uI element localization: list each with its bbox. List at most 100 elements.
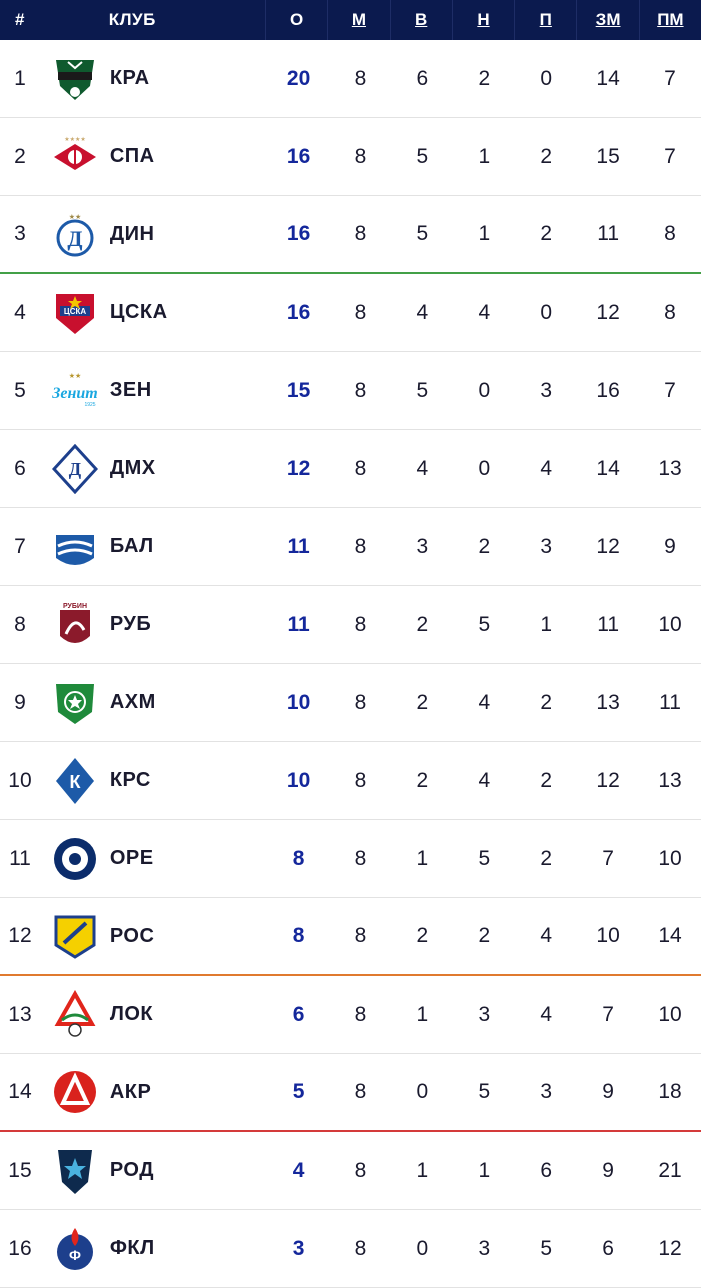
cell-position: 9 <box>14 690 26 714</box>
cell-club[interactable]: РОД <box>109 1159 154 1181</box>
cell-club[interactable]: ОРЕ <box>109 847 154 869</box>
cell-goals-for: 11 <box>597 612 620 636</box>
baltika-logo <box>40 522 110 572</box>
table-row[interactable]: 16 Ф ФКЛ 3 8 0 3 5 6 12 <box>0 1210 701 1288</box>
rubin-logo: РУБИН <box>40 600 110 650</box>
dynamo-logo: Д ★★ <box>40 209 110 259</box>
table-row[interactable]: 4 ЦСКА ЦСКА 16 8 4 4 0 12 8 <box>0 274 701 352</box>
table-row[interactable]: 12 РОС 8 8 2 2 4 10 14 <box>0 898 701 976</box>
cell-club[interactable]: ЦСКА <box>109 301 168 323</box>
cell-points: 6 <box>292 1002 305 1026</box>
table-row[interactable]: 15 РОД 4 8 1 1 6 9 21 <box>0 1132 701 1210</box>
cell-played: 8 <box>354 1002 367 1026</box>
orenburg-logo <box>40 834 110 884</box>
cell-points: 10 <box>286 768 311 792</box>
cell-won: 4 <box>416 456 429 480</box>
cell-drawn: 2 <box>478 924 491 947</box>
cell-goals-against: 10 <box>658 1002 682 1026</box>
cell-goals-against: 18 <box>658 1080 682 1103</box>
spartak-logo: ★★★★ <box>40 132 110 182</box>
cell-won: 1 <box>416 846 429 870</box>
cell-goals-against: 8 <box>664 300 676 324</box>
table-row[interactable]: 11 ОРЕ 8 8 1 5 2 7 10 <box>0 820 701 898</box>
cell-played: 8 <box>354 612 367 636</box>
cell-goals-against: 7 <box>664 66 676 90</box>
cell-club[interactable]: РУБ <box>109 613 152 635</box>
cell-played: 8 <box>354 768 367 792</box>
table-row[interactable]: 2 ★★★★ СПА 16 8 5 1 2 15 7 <box>0 118 701 196</box>
cell-goals-against: 10 <box>658 846 682 870</box>
cell-played: 8 <box>354 300 367 324</box>
table-row[interactable]: 7 БАЛ 11 8 3 2 3 12 9 <box>0 508 701 586</box>
akhmat-logo <box>40 678 110 728</box>
table-row[interactable]: 3 Д ★★ ДИН 16 8 5 1 2 11 8 <box>0 196 701 274</box>
cell-club[interactable]: АКР <box>109 1080 152 1103</box>
cell-club[interactable]: БАЛ <box>109 535 154 557</box>
cell-lost: 1 <box>540 612 553 636</box>
cell-played: 8 <box>354 690 367 714</box>
cell-points: 16 <box>286 222 311 245</box>
header-goals-for[interactable]: ЗМ <box>576 0 638 40</box>
cell-club[interactable]: СПА <box>109 145 155 167</box>
header-drawn[interactable]: Н <box>451 0 514 40</box>
header-goals-against[interactable]: ПМ <box>638 0 701 40</box>
cell-drawn: 5 <box>478 846 491 870</box>
svg-text:1925: 1925 <box>84 402 95 408</box>
dynamo-mkh-logo: Д <box>40 443 110 494</box>
header-lost[interactable]: П <box>514 0 576 40</box>
table-row[interactable]: 14 АКР 5 8 0 5 3 9 18 <box>0 1054 701 1132</box>
cell-won: 1 <box>416 1002 429 1026</box>
cell-position: 6 <box>14 456 26 480</box>
table-row[interactable]: 5 Зенит 1925 ★★ ЗЕН 15 8 5 0 3 16 7 <box>0 352 701 430</box>
cell-club[interactable]: ФКЛ <box>109 1237 155 1259</box>
cell-won: 0 <box>416 1080 429 1103</box>
rodina-logo <box>40 1146 110 1196</box>
header-points[interactable]: О <box>264 0 327 40</box>
cell-goals-for: 14 <box>596 456 620 480</box>
header-club: КЛУБ <box>108 10 156 29</box>
cell-position: 5 <box>14 378 26 402</box>
cell-drawn: 5 <box>478 1080 491 1103</box>
cell-drawn: 1 <box>478 144 491 168</box>
cell-club[interactable]: ЗЕН <box>109 379 152 401</box>
cell-won: 2 <box>416 768 429 792</box>
table-row[interactable]: 6 Д ДМХ 12 8 4 0 4 14 13 <box>0 430 701 508</box>
cell-club[interactable]: АХМ <box>109 691 156 713</box>
cell-position: 14 <box>8 1080 32 1103</box>
cell-club[interactable]: ДИН <box>109 222 155 245</box>
cell-won: 4 <box>416 300 429 324</box>
cell-lost: 5 <box>540 1236 553 1260</box>
cell-drawn: 0 <box>478 378 491 402</box>
cell-club[interactable]: ДМХ <box>109 457 156 479</box>
table-row[interactable]: 10 К КРС 10 8 2 4 2 12 13 <box>0 742 701 820</box>
svg-text:Зенит: Зенит <box>52 385 98 402</box>
cell-points: 12 <box>286 456 311 480</box>
table-row[interactable]: 13 ЛОК 6 8 1 3 4 7 10 <box>0 976 701 1054</box>
table-row[interactable]: 1 КРА 20 8 6 2 0 14 7 <box>0 40 701 118</box>
zenit-logo: Зенит 1925 ★★ <box>40 366 110 416</box>
svg-text:Д: Д <box>67 226 82 251</box>
cell-position: 4 <box>14 300 26 324</box>
cell-won: 3 <box>416 534 429 558</box>
cell-points: 4 <box>292 1158 305 1182</box>
table-row[interactable]: 8 РУБИН РУБ 11 8 2 5 1 11 10 <box>0 586 701 664</box>
cell-drawn: 5 <box>478 612 491 636</box>
cell-played: 8 <box>354 66 367 90</box>
header-played[interactable]: М <box>327 0 389 40</box>
cell-lost: 6 <box>540 1158 553 1182</box>
cell-club[interactable]: КРА <box>109 67 150 89</box>
cell-goals-against: 13 <box>658 456 682 480</box>
cell-club[interactable]: ЛОК <box>109 1003 154 1025</box>
cell-goals-for: 9 <box>602 1080 614 1103</box>
cell-goals-against: 14 <box>658 924 682 947</box>
header-won[interactable]: В <box>389 0 452 40</box>
cell-points: 8 <box>292 924 305 947</box>
cell-goals-against: 10 <box>658 612 682 636</box>
cell-goals-for: 11 <box>597 222 620 245</box>
cell-goals-against: 7 <box>664 144 676 168</box>
cell-club[interactable]: КРС <box>109 769 151 791</box>
table-row[interactable]: 9 АХМ 10 8 2 4 2 13 11 <box>0 664 701 742</box>
cell-club[interactable]: РОС <box>109 924 155 947</box>
cell-points: 16 <box>286 300 311 324</box>
svg-text:Д: Д <box>69 459 82 479</box>
